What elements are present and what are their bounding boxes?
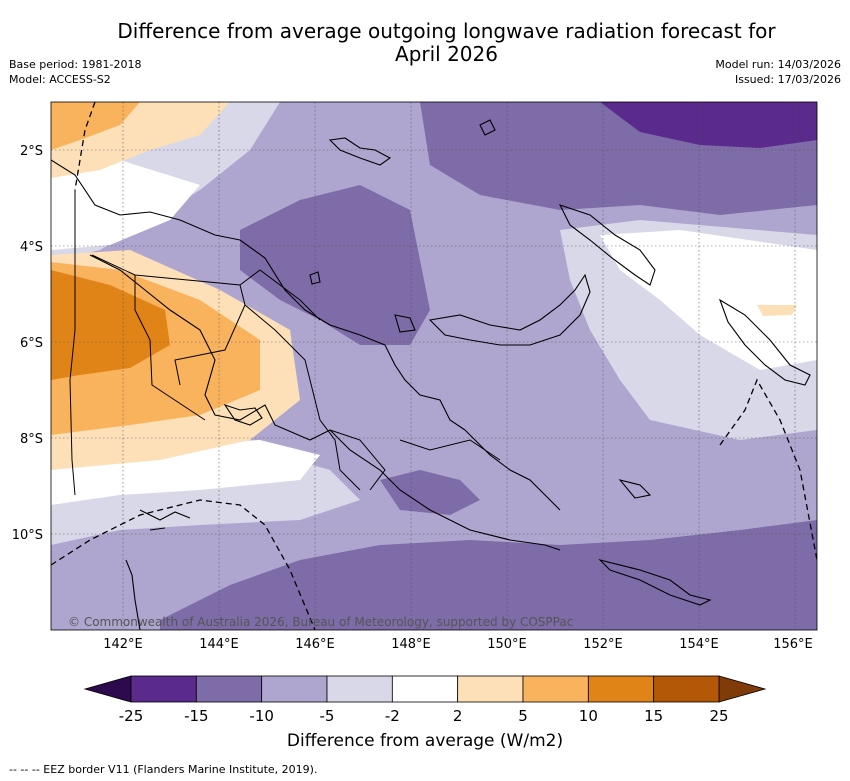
field-purple-mid-east	[600, 560, 817, 630]
colorbar-high-extend	[718, 675, 767, 703]
graticule	[51, 102, 817, 630]
field-purple-east-small	[380, 470, 480, 515]
lat-label: 10°S	[12, 528, 43, 543]
issued-date: Issued: 17/03/2026	[734, 73, 841, 86]
colorbar-segments	[130, 675, 720, 703]
field-white-west	[51, 160, 200, 250]
colorbar-segment	[130, 675, 197, 703]
lat-label: 4°S	[20, 240, 43, 255]
coast-manus	[479, 119, 496, 136]
colorbar-tick-label: 25	[709, 707, 728, 725]
coast-cape-york	[125, 559, 141, 630]
eez-west	[51, 499, 316, 630]
eez-north-west	[74, 102, 96, 191]
lon-label: 148°E	[391, 637, 431, 652]
coast-islands-bismarck	[394, 314, 416, 333]
map-frame	[50, 101, 818, 631]
field-purple-central	[240, 185, 430, 345]
coast-karkar	[309, 271, 321, 285]
lat-label: 8°S	[20, 432, 43, 447]
map-area: © Commonwealth of Australia 2026, Bureau…	[51, 102, 817, 630]
lat-label: 6°S	[20, 336, 43, 351]
model-name: Model: ACCESS-S2	[9, 73, 111, 86]
coast-fly-delta	[223, 403, 263, 426]
colorbar-tick-label: -2	[385, 707, 400, 725]
colorbar: -25 -15 -10 -5 -2 2 5 10 15 25	[83, 675, 767, 725]
colorbar-segment	[587, 675, 655, 703]
lat-labels: 2°S 4°S 6°S 8°S 10°S	[12, 144, 43, 543]
colorbar-tick-label: -15	[184, 707, 209, 725]
coast-louisiade	[598, 558, 712, 606]
colorbar-segment	[391, 675, 459, 703]
colorbar-tick-label: -10	[249, 707, 274, 725]
coast-new-guinea-north	[51, 159, 466, 431]
lon-label: 150°E	[487, 637, 527, 652]
lon-label: 154°E	[679, 637, 719, 652]
lon-labels: 142°E 144°E 146°E 148°E 150°E 152°E 154°…	[103, 637, 813, 652]
border-highlands	[174, 269, 321, 386]
lon-label: 146°E	[295, 637, 335, 652]
colorbar-segment	[457, 675, 524, 703]
eez-east	[719, 378, 817, 561]
colorbar-segment	[522, 675, 589, 703]
title-line-1: Difference from average outgoing longwav…	[117, 19, 776, 43]
meta-left: Base period: 1981-2018 Model: ACCESS-S2	[9, 57, 141, 87]
borders	[69, 190, 501, 496]
lon-label: 142°E	[103, 637, 143, 652]
colorbar-tick-label: -25	[119, 707, 144, 725]
colorbar-low-extend	[83, 675, 132, 703]
lon-label: 156°E	[773, 637, 813, 652]
colorbar-tick-label: 15	[644, 707, 663, 725]
lon-label: 144°E	[199, 637, 239, 652]
colorbar-title: Difference from average (W/m2)	[286, 731, 564, 751]
coast-bougainville	[718, 298, 811, 386]
colorbar-segment	[261, 675, 328, 703]
colorbar-tick-label: 10	[579, 707, 598, 725]
colorbar-segment	[195, 675, 263, 703]
field-deep-purple-northeast	[600, 102, 817, 148]
border-png-indonesia	[69, 190, 76, 496]
model-run: Model run: 14/03/2026	[715, 58, 841, 71]
coast-islands-east	[618, 479, 652, 499]
colorbar-tick-label: 5	[518, 707, 528, 725]
eez-legend-note: -- -- -- EEZ border V11 (Flanders Marine…	[9, 763, 318, 776]
colorbar-tick-label: -5	[320, 707, 335, 725]
coast-new-guinea-south	[89, 254, 561, 551]
coast-new-britain	[428, 273, 591, 346]
colorbar-tick-label: 2	[453, 707, 463, 725]
border-provinces	[91, 254, 361, 491]
lat-label: 2°S	[20, 144, 43, 159]
coast-islands-north	[328, 137, 392, 166]
field-orange-light-northwest	[51, 102, 140, 150]
field-peach-east	[757, 305, 797, 316]
colorbar-segment	[326, 675, 393, 703]
chart-title: Difference from average outgoing longwav…	[0, 20, 850, 66]
meta-right: Model run: 14/03/2026 Issued: 17/03/2026	[715, 57, 841, 87]
field-orange-dark-west	[51, 270, 170, 380]
base-period: Base period: 1981-2018	[9, 58, 142, 71]
colorbar-ticks: -25 -15 -10 -5 -2 2 5 10 15 25	[119, 707, 729, 725]
colorbar-segment	[653, 675, 720, 703]
border-southern	[329, 429, 501, 491]
coastlines	[51, 119, 811, 630]
lon-label: 152°E	[583, 637, 623, 652]
field-white-east	[600, 230, 817, 370]
coast-new-ireland	[558, 204, 656, 286]
copyright-text: © Commonwealth of Australia 2026, Bureau…	[68, 615, 573, 629]
eez-borders	[51, 102, 817, 630]
coast-torres-islands	[139, 509, 191, 531]
title-line-2: April 2026	[395, 42, 498, 66]
